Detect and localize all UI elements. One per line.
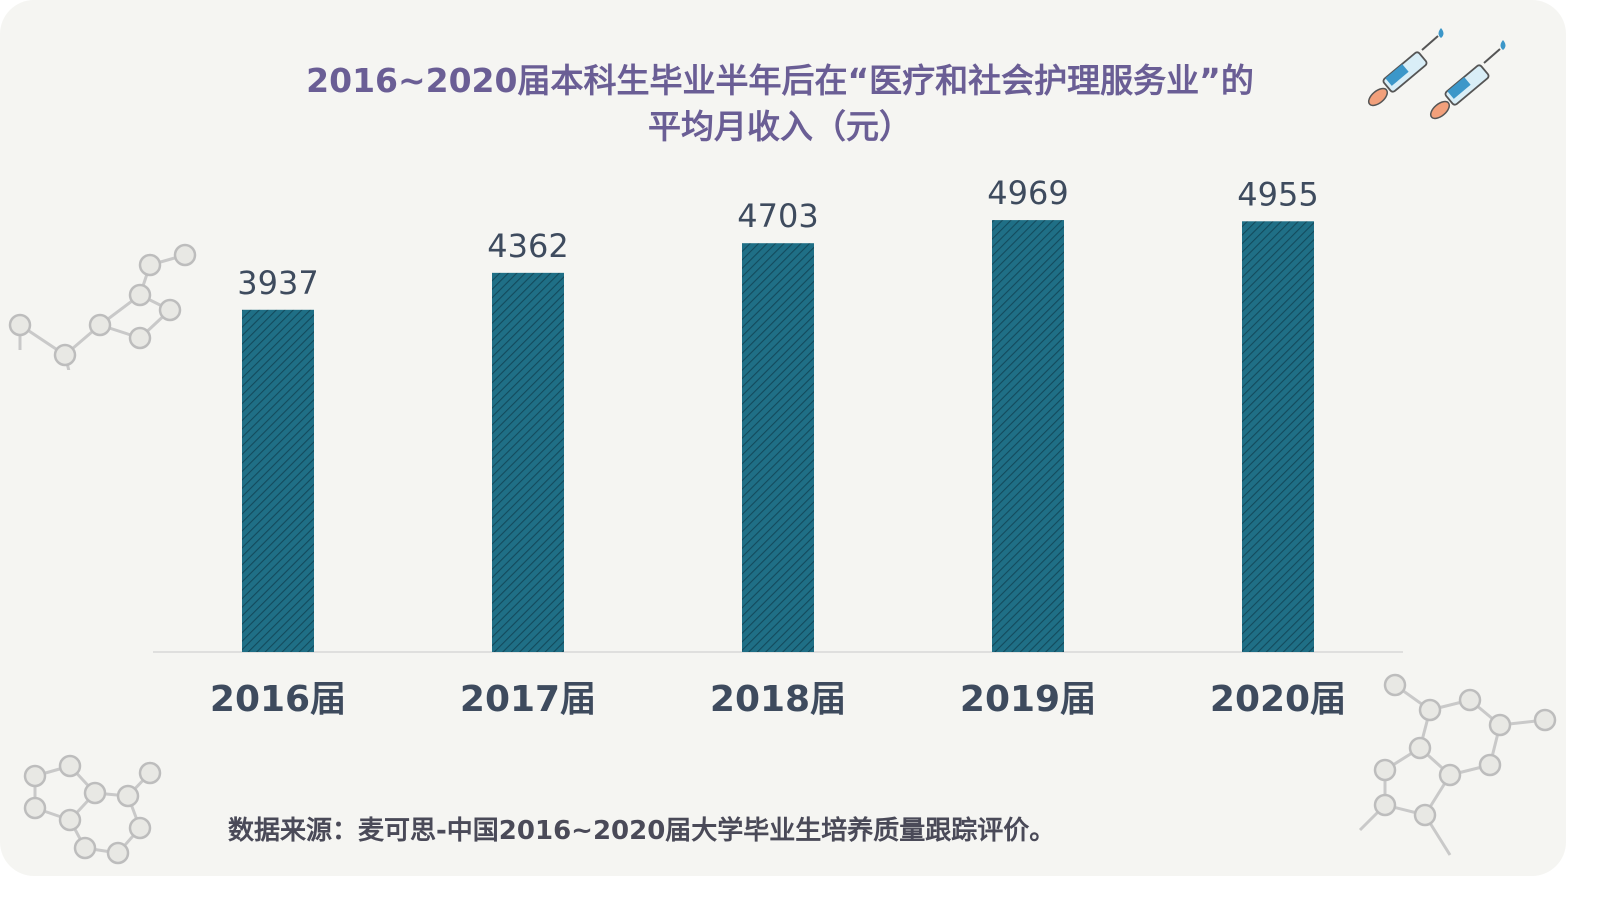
category-label: 2018届 xyxy=(710,679,846,720)
chart-title-line1: 2016~2020届本科生毕业半年后在“医疗和社会护理服务业”的 xyxy=(306,61,1254,100)
bar-2019届 xyxy=(992,220,1064,652)
bar-chart: 3937 4362 4703 4969 4955 2016届 2017届 2018届 2019… xyxy=(153,174,1403,720)
category-label: 2017届 xyxy=(460,679,596,720)
source-note: 数据来源：麦可思-中国2016~2020届大学毕业生培养质量跟踪评价。 xyxy=(228,816,1056,846)
category-label: 2016届 xyxy=(210,679,346,720)
value-label: 4703 xyxy=(737,197,818,235)
bar-2020届 xyxy=(1242,221,1314,653)
category-label: 2019届 xyxy=(960,679,1096,720)
bar-2017届 xyxy=(492,272,564,652)
value-label: 4969 xyxy=(987,174,1068,212)
syringe-icon xyxy=(1367,28,1506,120)
bar-2018届 xyxy=(742,243,814,652)
value-label: 4362 xyxy=(487,227,568,265)
chart-card: 2016~2020届本科生毕业半年后在“医疗和社会护理服务业”的 平均月收入（元… xyxy=(0,0,1566,876)
category-label: 2020届 xyxy=(1210,679,1346,720)
bar-2016届 xyxy=(242,309,314,652)
molecule-bottom-right-icon xyxy=(1358,673,1557,856)
molecule-bottom-left-icon xyxy=(23,754,162,865)
value-label: 4955 xyxy=(1237,175,1318,213)
value-label: 3937 xyxy=(237,264,318,302)
molecule-top-left-icon xyxy=(8,243,197,370)
chart-title-line2: 平均月收入（元） xyxy=(648,107,912,146)
